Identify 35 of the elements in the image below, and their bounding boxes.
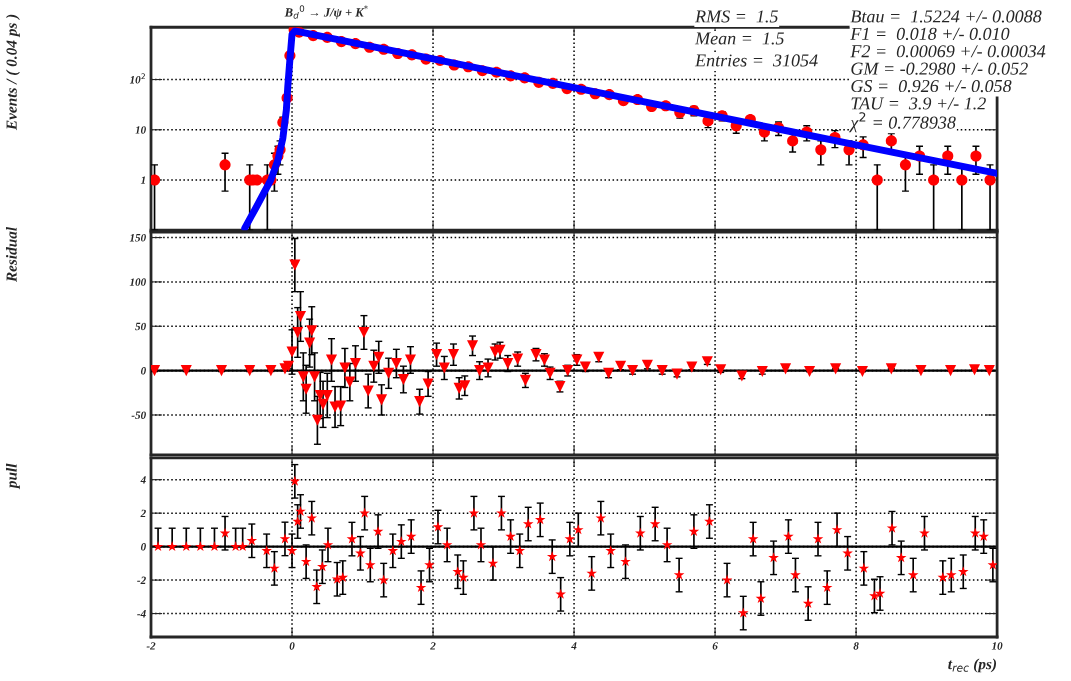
x-tick-label: -2 xyxy=(146,642,156,650)
annotation: Mean = 1.5 xyxy=(694,32,784,45)
y-axis-title: pull xyxy=(6,463,20,490)
annotation: χ$^{2}$ = 0.778938 xyxy=(848,112,956,133)
y-tick-label: -4 xyxy=(137,610,146,618)
chart-title: B$_{d}$$^{0}$ → J/ψ + K$^{*}$ xyxy=(284,5,368,20)
x-tick-label: 0 xyxy=(289,642,295,650)
y-tick-label: 10$^{2}$ xyxy=(129,73,145,84)
x-axis-title: t$_{rec}$ (ps) xyxy=(948,658,997,673)
y-tick-label: 50 xyxy=(135,322,146,331)
annotation: GS = 0.926 +/- 0.058 xyxy=(851,79,1012,93)
y-tick-label: 100 xyxy=(129,278,146,286)
y-tick-label: 0 xyxy=(140,543,146,551)
annotation: TAU = 3.9 +/- 1.2 xyxy=(851,97,986,110)
x-tick-label: 6 xyxy=(712,642,718,650)
annotation: GM = -0.2980 +/- 0.052 xyxy=(851,62,1028,75)
y-tick-label: 10 xyxy=(135,126,146,134)
x-tick-label: 2 xyxy=(430,642,436,650)
annotation: F1 = 0.018 +/- 0.010 xyxy=(850,27,1010,40)
y-tick-label: 1 xyxy=(140,176,146,184)
y-tick-label: 150 xyxy=(129,234,146,242)
x-tick-label: 10 xyxy=(991,642,1003,650)
y-tick-label: 2 xyxy=(140,509,146,517)
text: RMS = 1.5 xyxy=(694,10,778,23)
annotation: Entries = 31054 xyxy=(694,54,818,67)
y-axis-title: Residual xyxy=(6,226,17,283)
x-tick-label: 4 xyxy=(571,642,577,650)
y-tick-label: 0 xyxy=(140,367,146,375)
y-tick-label: -50 xyxy=(131,411,146,419)
x-tick-label: 8 xyxy=(853,642,859,650)
y-tick-label: -2 xyxy=(137,576,146,584)
y-tick-label: 4 xyxy=(140,476,146,484)
text: Btau = 1.5224 +/- 0.0088 xyxy=(850,10,1042,23)
y-axis-title: Events / ( 0.04 ps ) xyxy=(6,14,20,131)
annotation: F2 = 0.00069 +/- 0.00034 xyxy=(850,45,1046,58)
